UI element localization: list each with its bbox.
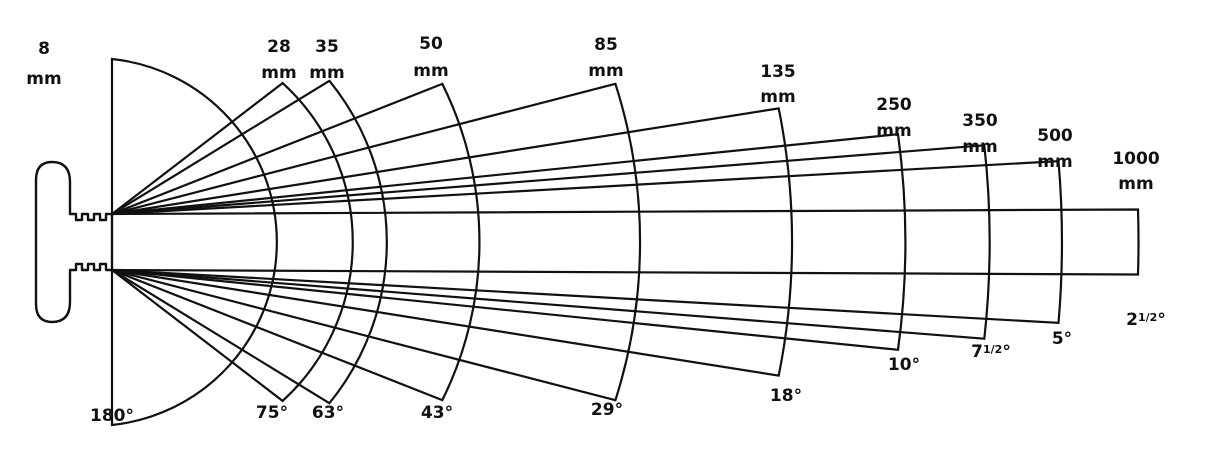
angle-label-63: 63°: [312, 403, 344, 423]
angle-label-10: 10°: [888, 355, 920, 375]
focal-label-8: 8: [38, 39, 50, 59]
focal-label-50: 50: [419, 34, 443, 54]
angle-label-29: 29°: [591, 400, 623, 420]
focal-label-35: 35: [315, 37, 339, 57]
focal-unit-35: mm: [309, 63, 344, 83]
focal-unit-250: mm: [876, 121, 911, 141]
wedge-85mm: [111, 82, 642, 402]
angle-label-75: 75°: [256, 403, 288, 423]
focal-label-135: 135: [760, 62, 796, 82]
angle-label-7-half: 71/2°: [971, 342, 1011, 362]
focal-label-500: 500: [1037, 126, 1073, 146]
focal-label-250: 250: [876, 95, 912, 115]
focal-unit-1000: mm: [1118, 174, 1153, 194]
angle-degree-2: °: [1157, 310, 1166, 330]
focal-unit-50: mm: [413, 61, 448, 81]
wedge-500mm: [111, 159, 1063, 325]
angle-label-2-half: 21/2°: [1126, 310, 1166, 330]
focal-unit-135: mm: [760, 87, 795, 107]
wedge-35mm: [111, 79, 388, 405]
wedge-1000mm: [111, 208, 1140, 276]
focal-unit-500: mm: [1037, 152, 1072, 172]
focal-unit-8: mm: [26, 69, 61, 89]
focal-unit-85: mm: [588, 61, 623, 81]
focal-unit-28: mm: [261, 63, 296, 83]
angle-label-5: 5°: [1052, 329, 1072, 349]
camera-body-outline: [34, 160, 112, 324]
wedge-350mm: [111, 144, 991, 340]
angle-whole-7: 7: [971, 342, 983, 362]
angle-fraction-2: 1/2: [1138, 311, 1157, 324]
angle-label-18: 18°: [770, 386, 802, 406]
focal-unit-350: mm: [962, 137, 997, 157]
focal-label-350: 350: [962, 111, 998, 131]
focal-label-1000: 1000: [1112, 149, 1159, 169]
field-of-view-wedges: [110, 57, 1140, 427]
angle-fraction-7: 1/2: [983, 343, 1002, 356]
angle-label-43: 43°: [421, 403, 453, 423]
wedge-50mm: [111, 82, 481, 402]
angle-label-180: 180°: [90, 406, 134, 426]
wedge-135mm: [111, 107, 794, 377]
wedge-28mm: [111, 81, 354, 403]
focal-label-28: 28: [267, 37, 291, 57]
angle-degree-7: °: [1002, 342, 1011, 362]
wedge-8mm: [110, 57, 278, 427]
focal-label-85: 85: [594, 35, 618, 55]
angle-whole-2: 2: [1126, 310, 1138, 330]
wedge-250mm: [111, 132, 907, 352]
